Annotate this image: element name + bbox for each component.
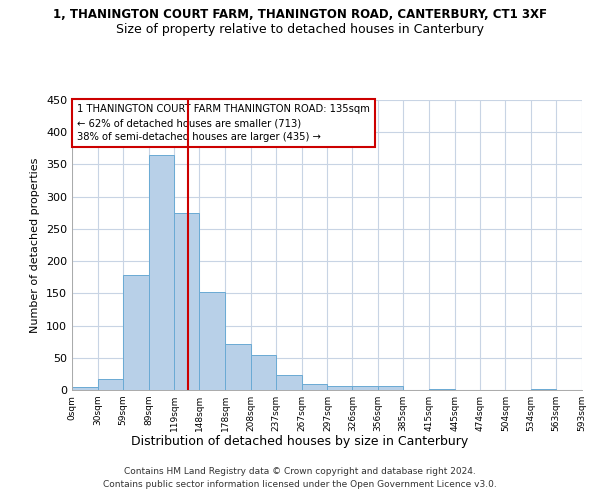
Bar <box>378 386 403 390</box>
Y-axis label: Number of detached properties: Number of detached properties <box>31 158 40 332</box>
Text: Size of property relative to detached houses in Canterbury: Size of property relative to detached ho… <box>116 22 484 36</box>
Text: Contains public sector information licensed under the Open Government Licence v3: Contains public sector information licen… <box>103 480 497 489</box>
Bar <box>175 213 199 390</box>
Bar <box>98 379 123 390</box>
Bar <box>251 354 276 390</box>
Text: 1, THANINGTON COURT FARM, THANINGTON ROAD, CANTERBURY, CT1 3XF: 1, THANINGTON COURT FARM, THANINGTON ROA… <box>53 8 547 20</box>
Bar <box>531 388 556 390</box>
Bar <box>225 344 251 390</box>
Bar <box>199 292 225 390</box>
Text: Contains HM Land Registry data © Crown copyright and database right 2024.: Contains HM Land Registry data © Crown c… <box>124 468 476 476</box>
Bar <box>149 155 175 390</box>
Bar <box>72 388 98 390</box>
Bar <box>123 276 149 390</box>
Text: Distribution of detached houses by size in Canterbury: Distribution of detached houses by size … <box>131 435 469 448</box>
Bar <box>328 386 352 390</box>
Bar <box>302 384 328 390</box>
Text: 1 THANINGTON COURT FARM THANINGTON ROAD: 135sqm
← 62% of detached houses are sma: 1 THANINGTON COURT FARM THANINGTON ROAD:… <box>77 104 370 142</box>
Bar <box>276 375 302 390</box>
Bar <box>429 388 455 390</box>
Bar <box>352 386 378 390</box>
